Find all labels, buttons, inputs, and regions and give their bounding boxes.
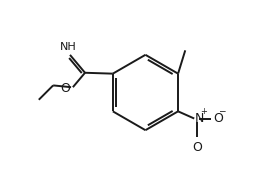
Text: NH: NH [60, 42, 76, 52]
Text: N: N [194, 112, 204, 125]
Text: −: − [217, 107, 224, 116]
Text: +: + [199, 107, 206, 116]
Text: O: O [192, 141, 202, 154]
Text: O: O [59, 82, 69, 95]
Text: O: O [212, 112, 222, 125]
